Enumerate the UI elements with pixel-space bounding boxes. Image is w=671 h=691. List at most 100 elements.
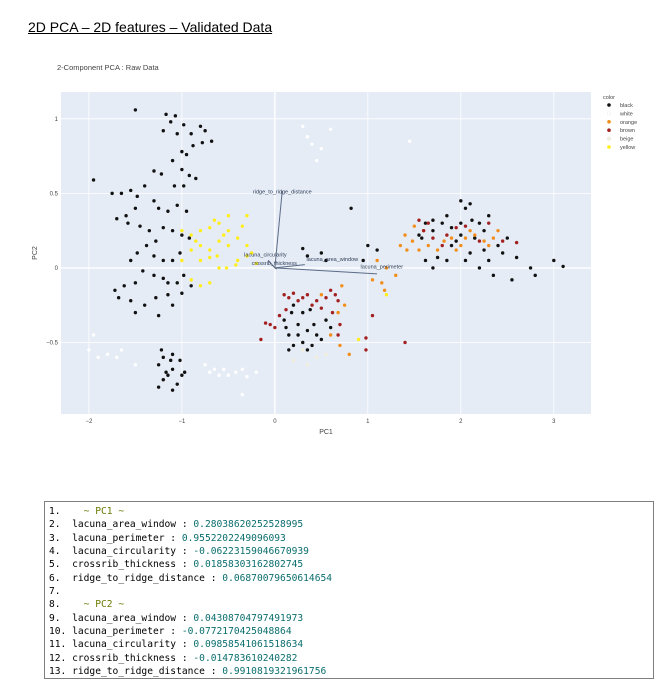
point-white xyxy=(305,135,310,139)
point-black xyxy=(166,293,170,297)
point-black xyxy=(170,228,175,233)
point-brown xyxy=(364,348,368,352)
point-black xyxy=(161,378,165,382)
loading-arrow-lacuna_circularity xyxy=(267,259,276,269)
point-yellow xyxy=(226,228,231,233)
point-brown xyxy=(301,296,305,300)
point-black xyxy=(175,132,179,136)
point-orange xyxy=(375,258,379,263)
point-brown xyxy=(287,296,291,300)
point-black xyxy=(124,214,128,218)
point-yellow xyxy=(224,266,229,270)
point-brown xyxy=(370,313,375,318)
code-text: crossrib_thickness : xyxy=(72,652,194,664)
point-black xyxy=(366,243,370,248)
point-black xyxy=(180,291,184,295)
point-black xyxy=(445,214,449,218)
point-black xyxy=(170,258,175,263)
legend-label-orange: orange xyxy=(620,120,637,126)
point-black xyxy=(175,203,179,207)
point-black xyxy=(203,129,207,133)
loading-value: 0.9552202249096093 xyxy=(181,532,286,544)
legend-marker-white xyxy=(607,111,611,116)
point-black xyxy=(175,281,179,285)
point-black xyxy=(173,114,178,118)
point-black xyxy=(328,325,333,330)
point-brown xyxy=(364,336,368,340)
point-black xyxy=(482,228,486,233)
point-brown xyxy=(421,228,426,233)
point-black xyxy=(182,273,186,278)
point-yellow xyxy=(245,254,249,258)
line-number: 5. xyxy=(49,559,73,571)
code-line: 13. ridge_to_ridge_distance : 0.99108193… xyxy=(49,665,649,678)
point-brown xyxy=(336,333,340,337)
line-number: 2. xyxy=(49,519,73,531)
point-black xyxy=(166,281,170,285)
point-yellow xyxy=(217,239,221,243)
point-black xyxy=(198,124,203,128)
loading-value: 0.01858303162802745 xyxy=(193,559,304,571)
point-orange xyxy=(417,248,421,252)
point-white xyxy=(212,367,217,371)
point-black xyxy=(301,340,305,345)
loading-value: -0.014783610240282 xyxy=(193,652,298,664)
legend-title: color xyxy=(603,95,615,101)
point-orange xyxy=(468,228,472,233)
point-black xyxy=(491,273,496,278)
loading-label-crossrib_thickness: crossrib_thickness xyxy=(252,261,297,267)
point-black xyxy=(133,281,138,285)
data-points xyxy=(87,108,565,397)
point-black xyxy=(169,358,173,363)
loadings-code-block: 1. ~ PC1 ~2. lacuna_area_window : 0.2803… xyxy=(44,501,654,679)
point-black xyxy=(477,221,482,225)
point-black xyxy=(180,167,184,172)
point-brown xyxy=(328,288,333,292)
point-orange xyxy=(482,239,486,243)
loading-value: 0.9910819321961756 xyxy=(222,666,327,678)
legend[interactable]: color black white orange brown beige yellow xyxy=(603,95,637,151)
point-black xyxy=(315,333,319,337)
point-orange xyxy=(328,333,333,337)
point-orange xyxy=(338,343,342,348)
point-black xyxy=(161,276,165,281)
point-black xyxy=(209,139,214,143)
point-yellow xyxy=(222,233,226,237)
x-tick-label: 0 xyxy=(273,419,277,425)
point-black xyxy=(187,236,192,240)
point-brown xyxy=(500,239,505,243)
point-black xyxy=(449,243,454,248)
point-yellow xyxy=(212,218,217,222)
x-axis-label: PC1 xyxy=(319,429,333,436)
legend-marker-beige xyxy=(607,136,611,141)
point-black xyxy=(178,251,182,255)
point-black xyxy=(170,367,175,371)
point-brown xyxy=(263,321,268,325)
point-yellow xyxy=(240,224,245,228)
point-black xyxy=(152,169,156,173)
point-brown xyxy=(291,291,296,295)
legend-label-black: black xyxy=(620,103,633,109)
point-black xyxy=(301,246,305,251)
point-white xyxy=(315,158,319,163)
point-brown xyxy=(336,299,340,303)
plot-area xyxy=(61,92,591,414)
point-orange xyxy=(342,303,347,307)
point-yellow xyxy=(356,337,361,342)
line-number: 10. xyxy=(49,626,73,638)
point-black xyxy=(187,173,192,178)
loading-value: -0.06223159046670939 xyxy=(193,546,309,558)
point-black xyxy=(119,191,124,196)
legend-marker-black xyxy=(607,103,611,107)
point-orange xyxy=(340,284,344,288)
code-text: ~ PC1 ~ xyxy=(72,506,125,517)
point-black xyxy=(470,218,474,222)
point-black xyxy=(110,191,114,196)
point-black xyxy=(449,225,454,230)
point-orange xyxy=(319,293,324,297)
point-black xyxy=(180,233,184,237)
point-white xyxy=(96,355,100,360)
point-yellow xyxy=(254,261,258,266)
point-yellow xyxy=(245,243,249,248)
